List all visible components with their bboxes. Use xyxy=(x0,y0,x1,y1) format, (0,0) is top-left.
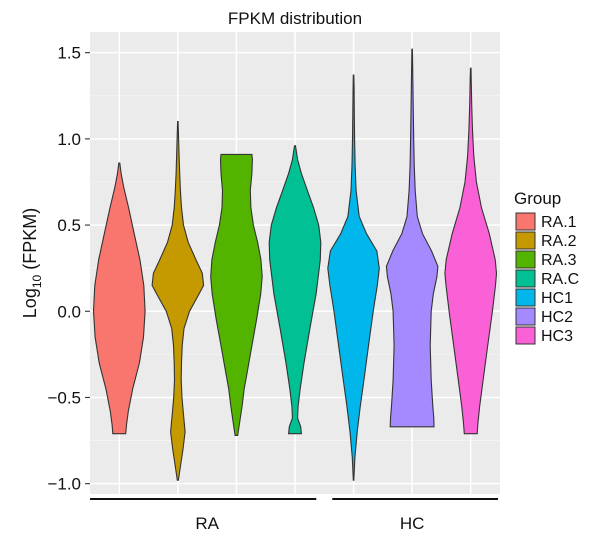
group-brackets: RA HC xyxy=(90,498,498,533)
y-tick-label: 1.0 xyxy=(57,130,81,149)
y-axis-title: Log10 (FPKM) xyxy=(20,208,44,318)
violin-hc1 xyxy=(327,74,380,481)
legend-key-ra-2 xyxy=(515,231,536,250)
violin-ra-1 xyxy=(92,162,146,435)
legend-label-ra-2: RA.2 xyxy=(541,233,577,250)
y-tick-label: 1.5 xyxy=(57,44,81,63)
chart-title: FPKM distribution xyxy=(228,9,362,28)
y-tick-label: −1.0 xyxy=(47,475,81,494)
y-axis-ticks: 1.5 1.0 0.5 0.0 −0.5 −1.0 xyxy=(47,44,90,494)
violin-ra-3 xyxy=(210,153,263,436)
legend-title: Group xyxy=(514,189,561,208)
y-axis-title-unit: (FPKM) xyxy=(20,208,40,275)
legend-key-hc3 xyxy=(515,326,536,345)
y-tick-label: −0.5 xyxy=(47,388,81,407)
y-tick-label: 0.0 xyxy=(57,302,81,321)
legend-label-hc3: HC3 xyxy=(541,328,573,345)
legend-label-ra-3: RA.3 xyxy=(541,252,577,269)
legend-label-hc1: HC1 xyxy=(541,290,573,307)
violin-ra-2 xyxy=(151,121,205,481)
y-axis-title-base: Log xyxy=(20,288,40,318)
violins xyxy=(92,48,498,481)
violin-hc3 xyxy=(444,67,498,435)
violin-ra-c xyxy=(268,145,322,435)
legend-key-ra-1 xyxy=(515,212,536,231)
group-label-hc: HC xyxy=(400,514,425,533)
legend-label-ra-c: RA.C xyxy=(541,271,579,288)
legend-label-hc2: HC2 xyxy=(541,309,573,326)
y-axis-title-subscript: 10 xyxy=(30,274,44,288)
legend-label-ra-1: RA.1 xyxy=(541,214,577,231)
legend-key-hc2 xyxy=(515,307,536,326)
legend-key-hc1 xyxy=(515,288,536,307)
legend-key-ra-3 xyxy=(515,250,536,269)
violin-hc2 xyxy=(385,48,439,428)
legend: Group RA.1 RA.2 RA.3 RA.C HC1 HC2 HC3 xyxy=(514,189,579,345)
legend-key-ra-c xyxy=(515,269,536,288)
group-label-ra: RA xyxy=(195,514,219,533)
y-tick-label: 0.5 xyxy=(57,216,81,235)
